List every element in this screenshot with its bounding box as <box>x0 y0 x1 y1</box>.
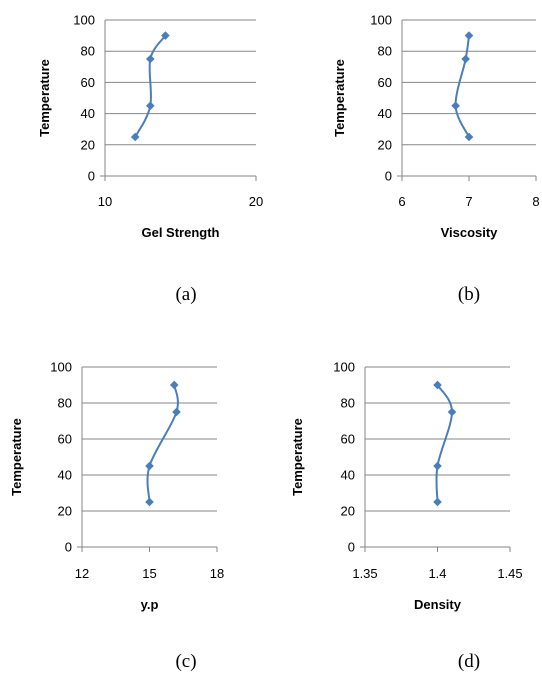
y-tick-label: 100 <box>370 13 392 28</box>
x-tick-label: 8 <box>532 194 539 209</box>
y-axis-title: Temperature <box>332 59 347 137</box>
x-axis-title: Gel Strength <box>141 225 219 240</box>
x-tick-label: 10 <box>98 194 112 209</box>
series-line <box>435 384 454 503</box>
y-tick-label: 80 <box>81 44 95 59</box>
data-point <box>145 101 155 111</box>
x-tick-label: 6 <box>398 194 405 209</box>
x-tick-label: 15 <box>142 566 156 581</box>
data-point <box>464 31 474 40</box>
y-tick-label: 40 <box>58 468 72 483</box>
panel-caption: (d) <box>458 651 480 672</box>
panel-caption: (a) <box>175 284 196 305</box>
y-tick-label: 20 <box>341 504 355 519</box>
x-axis-title: Density <box>414 597 462 612</box>
y-tick-label: 60 <box>341 432 355 447</box>
x-tick-label: 1.45 <box>497 566 522 581</box>
x-tick-label: 1.35 <box>352 566 377 581</box>
data-point <box>169 380 179 390</box>
data-point <box>130 132 140 142</box>
panel-caption: (b) <box>458 284 480 305</box>
x-tick-label: 20 <box>249 194 263 209</box>
y-axis-title: Temperature <box>37 59 52 137</box>
y-tick-label: 100 <box>73 13 95 28</box>
y-tick-label: 80 <box>341 396 355 411</box>
y-tick-label: 20 <box>58 504 72 519</box>
y-axis-title: Temperature <box>290 418 305 496</box>
panel-caption: (c) <box>175 651 196 672</box>
data-point <box>461 54 470 64</box>
data-point <box>433 461 442 471</box>
x-tick-label: 1.4 <box>428 566 446 581</box>
data-point <box>145 461 154 471</box>
y-tick-label: 40 <box>378 106 392 121</box>
y-tick-label: 0 <box>385 169 392 184</box>
y-tick-label: 60 <box>378 75 392 90</box>
data-point <box>464 132 474 142</box>
data-point <box>447 407 457 417</box>
y-tick-label: 20 <box>81 137 95 152</box>
x-axis-title: Viscosity <box>441 225 499 240</box>
y-tick-label: 20 <box>378 137 392 152</box>
data-point <box>451 101 460 111</box>
y-tick-label: 60 <box>58 432 72 447</box>
chart-panel-4: 0 20 40 60 80 100 1.35 1.4 1.45 Density Temperatur… <box>290 360 523 673</box>
y-tick-label: 40 <box>81 106 95 121</box>
x-tick-label: 12 <box>75 566 89 581</box>
y-tick-label: 40 <box>341 468 355 483</box>
data-point <box>161 31 170 40</box>
data-point <box>433 380 442 390</box>
y-tick-label: 80 <box>58 396 72 411</box>
series-line <box>146 384 179 503</box>
y-tick-label: 100 <box>333 360 355 375</box>
chart-panel-2: 0 20 40 60 80 100 6 7 8 Viscosity Temperature (b) <box>332 13 540 306</box>
chart-panel-1: 0 20 40 60 80 100 10 20 Gel Strength Temperature (… <box>37 13 263 306</box>
y-tick-label: 0 <box>348 540 355 555</box>
data-point <box>145 54 155 64</box>
x-axis-title: y.p <box>141 597 159 612</box>
x-tick-label: 18 <box>210 566 224 581</box>
data-point <box>433 497 442 507</box>
x-tick-label: 7 <box>465 194 472 209</box>
y-tick-label: 80 <box>378 44 392 59</box>
data-point <box>145 497 154 507</box>
y-axis-title: Temperature <box>9 418 24 496</box>
y-tick-label: 0 <box>88 169 95 184</box>
y-tick-label: 100 <box>50 360 72 375</box>
y-tick-label: 60 <box>81 75 95 90</box>
data-point <box>172 407 181 417</box>
series-line <box>134 35 167 138</box>
y-tick-label: 0 <box>65 540 72 555</box>
series-line <box>454 35 470 138</box>
chart-panel-3: 0 20 40 60 80 100 12 15 18 y.p Temperature (c) <box>9 360 224 673</box>
